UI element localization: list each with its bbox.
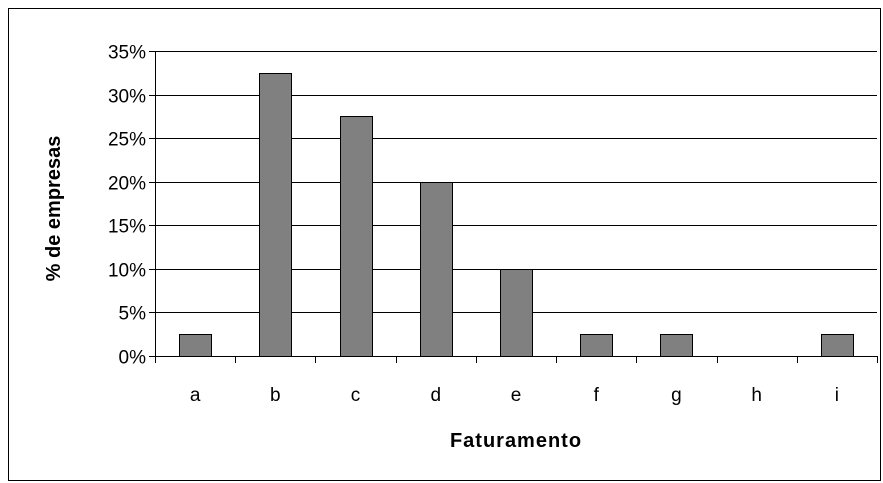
y-tick-label: 0%	[119, 348, 147, 369]
x-tick-label-h: h	[751, 385, 762, 406]
bar-b	[259, 73, 292, 357]
axes	[149, 51, 878, 363]
x-tick-label-a: a	[190, 385, 201, 406]
bar-c	[340, 116, 373, 357]
x-tick-label-f: f	[594, 385, 600, 406]
x-tick-label-g: g	[671, 385, 682, 406]
bar-d	[420, 182, 453, 357]
x-tick-labels: a b c d e f g h i	[190, 385, 839, 406]
bar-g	[660, 334, 693, 357]
x-tick-label-i: i	[835, 385, 839, 406]
x-tick-label-e: e	[511, 385, 522, 406]
y-tick-labels: 0% 5% 10% 15% 20% 25% 30% 35%	[108, 43, 146, 369]
y-tick-label: 30%	[108, 87, 146, 108]
y-tick-label: 5%	[119, 304, 147, 325]
bar-f	[580, 334, 613, 357]
x-tick-label-d: d	[430, 385, 441, 406]
x-axis-title: Faturamento	[450, 430, 582, 452]
y-axis-title: % de empresas	[43, 136, 65, 282]
y-tick-label: 35%	[108, 43, 146, 64]
y-tick-label: 10%	[108, 261, 146, 282]
bar-a	[179, 334, 212, 357]
y-tick-label: 25%	[108, 130, 146, 151]
x-tick-label-c: c	[351, 385, 361, 406]
y-tick-label: 15%	[108, 217, 146, 238]
x-tick-label-b: b	[270, 385, 281, 406]
bars	[179, 73, 854, 357]
bar-i	[821, 334, 854, 357]
y-tick-label: 20%	[108, 174, 146, 195]
bar-e	[500, 269, 533, 357]
